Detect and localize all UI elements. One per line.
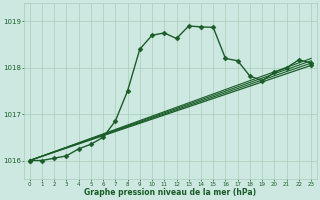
X-axis label: Graphe pression niveau de la mer (hPa): Graphe pression niveau de la mer (hPa) [84,188,256,197]
